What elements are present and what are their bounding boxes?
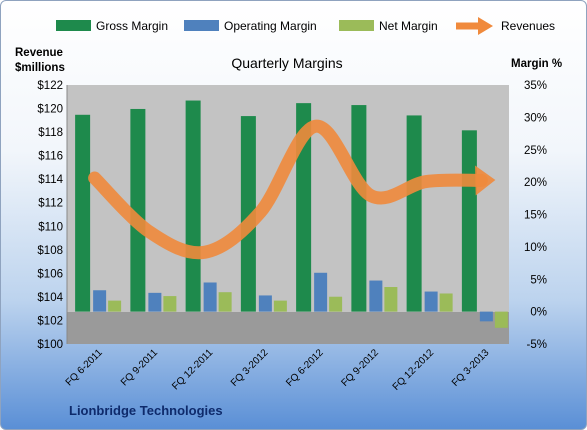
right-tick-label: 25% <box>524 145 547 157</box>
legend-label: Net Margin <box>379 19 438 33</box>
bar-operating-margin <box>424 291 438 312</box>
right-tick-label: -5% <box>527 339 547 351</box>
category-label: FQ 6-2012 <box>284 347 326 389</box>
left-tick-label: $106 <box>37 268 63 280</box>
left-tick-label: $110 <box>38 221 63 233</box>
category-label: FQ 3-2013 <box>450 347 492 389</box>
right-tick-label: 20% <box>524 177 547 189</box>
category-label: FQ 6-2011 <box>64 347 105 388</box>
right-tick-label: 15% <box>524 210 547 222</box>
bar-operating-margin <box>93 290 107 312</box>
right-axis-title: Margin % <box>511 58 562 70</box>
legend-label: Revenues <box>501 19 555 33</box>
bar-gross-margin <box>351 105 367 312</box>
left-tick-label: $112 <box>38 198 63 210</box>
left-axis-ticks: $100 $102 $104 $106 $108 $110 $112 $114 $116 $118… <box>37 80 63 351</box>
plot-floor <box>67 312 509 344</box>
legend-swatch-gross-margin <box>56 20 91 31</box>
legend-label: Gross Margin <box>96 19 168 33</box>
bar-gross-margin <box>461 130 477 312</box>
legend: Gross Margin Operating Margin Net Margin Re… <box>56 17 555 35</box>
bar-gross-margin <box>75 114 91 312</box>
legend-swatch-operating-margin <box>184 20 219 31</box>
bar-net-margin <box>384 287 398 312</box>
left-tick-label: $100 <box>37 339 63 351</box>
category-label: FQ 3-2012 <box>229 347 271 389</box>
left-tick-label: $102 <box>37 315 63 327</box>
revenue-line <box>88 119 496 260</box>
bar-net-margin <box>218 292 232 312</box>
right-tick-label: 10% <box>524 242 547 254</box>
bar-operating-margin <box>148 292 162 312</box>
left-tick-label: $122 <box>37 80 63 92</box>
right-tick-label: 0% <box>530 307 547 319</box>
left-axis-title-line1: Revenue <box>15 47 63 59</box>
bar-gross-margin <box>130 108 146 312</box>
right-tick-label: 30% <box>524 112 547 124</box>
bar-operating-margin <box>258 295 272 312</box>
bar-gross-margin <box>406 115 422 312</box>
category-label: FQ 9-2012 <box>339 347 381 389</box>
revenue-line-path <box>88 119 488 260</box>
legend-label: Operating Margin <box>224 19 317 33</box>
bar-operating-margin <box>314 272 328 312</box>
legend-arrow-revenues <box>478 17 493 35</box>
bar-net-margin <box>494 311 508 328</box>
chart-title: Quarterly Margins <box>231 55 342 71</box>
bar-operating-margin <box>369 280 383 312</box>
category-label: FQ 9-2011 <box>119 347 160 388</box>
bar-net-margin <box>439 293 453 312</box>
category-labels: FQ 6-2011 FQ 9-2011 FQ 12-2011 FQ 3-2012 FQ … <box>64 347 492 393</box>
legend-swatch-net-margin <box>339 20 374 31</box>
bar-operating-margin <box>203 282 217 312</box>
left-tick-label: $104 <box>37 292 63 304</box>
bar-net-margin <box>329 296 343 312</box>
left-tick-label: $120 <box>37 104 63 116</box>
bar-operating-margin <box>479 311 493 322</box>
bar-net-margin <box>273 300 287 312</box>
left-axis-title-line2: $millions <box>15 62 65 74</box>
category-label: FQ 12-2012 <box>391 347 437 393</box>
left-tick-label: $108 <box>37 245 63 257</box>
footer-company: Lionbridge Technologies <box>69 403 223 418</box>
left-tick-label: $118 <box>38 127 63 139</box>
bar-gross-margin <box>296 103 312 312</box>
bar-net-margin <box>108 300 122 312</box>
bar-gross-margin <box>240 116 256 312</box>
category-label: FQ 12-2011 <box>170 347 215 392</box>
right-tick-label: 5% <box>530 274 547 286</box>
bar-gross-margin <box>185 100 201 312</box>
revenue-arrowhead <box>475 165 496 196</box>
right-axis-ticks: -5% 0% 5% 10% 15% 20% 25% 30% 35% <box>524 80 547 351</box>
left-tick-label: $114 <box>38 174 63 186</box>
left-tick-label: $116 <box>38 151 63 163</box>
bar-net-margin <box>163 296 177 312</box>
right-tick-label: 35% <box>524 80 547 92</box>
